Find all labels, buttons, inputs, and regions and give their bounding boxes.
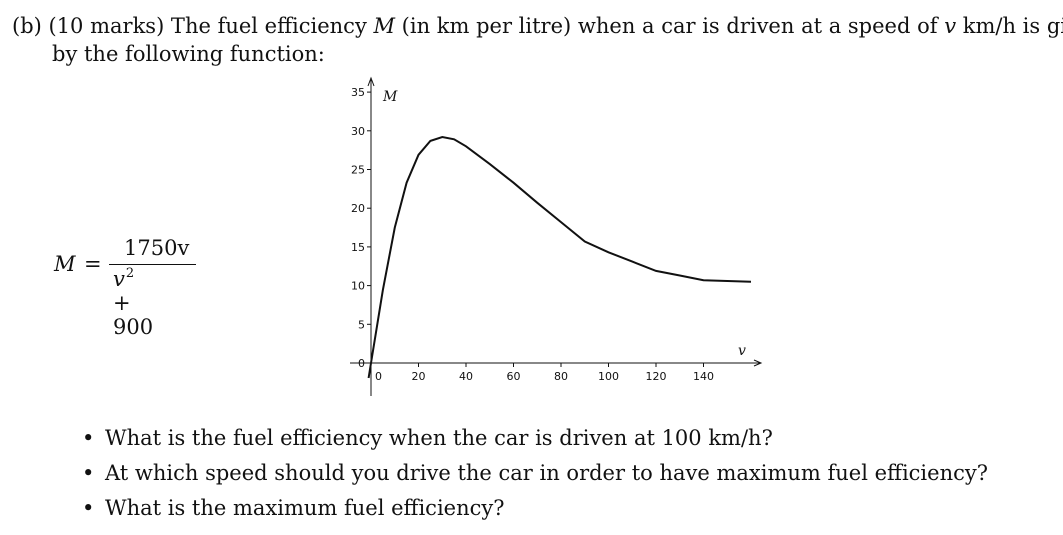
graph-axes [350,76,763,396]
x-tick-label: 140 [693,370,714,383]
formula-denominator: v2 + 900 [113,266,153,339]
y-tick-label: 5 [358,318,365,331]
x-tick-label: 120 [646,370,667,383]
y-tick-label: 10 [351,280,365,293]
problem-intro-line-2: by the following function: [52,42,325,66]
y-tick-label: 15 [351,241,365,254]
question-item: What is the fuel efficiency when the car… [82,422,988,457]
y-tick-label: 30 [351,125,365,138]
x-tick-label: 40 [459,370,473,383]
intro-var-m: M [373,14,395,38]
denominator-var: v [113,267,125,291]
intro-text: (in km per litre) when a car is driven a… [395,14,945,38]
x-axis-arrow [753,359,763,367]
x-tick-label: 0 [375,370,382,383]
intro-text: km/h is given [962,14,1063,38]
x-tick-label: 80 [554,370,568,383]
y-axis-label: M [382,89,398,105]
y-tick-label: 25 [351,164,365,177]
y-axis-arrow [367,76,375,87]
x-tick-label: 60 [507,370,521,383]
denominator-rest: + 900 [113,291,154,339]
graph-ticks: 0 20 40 60 80 100 120 140 0 5 10 15 20 25 30 35 [351,86,714,383]
y-tick-label: 35 [351,86,365,99]
denominator-exponent: 2 [125,266,135,281]
x-tick-label: 100 [598,370,619,383]
x-axis-label: v [738,343,746,359]
fraction-bar [109,264,196,265]
question-item: What is the maximum fuel efficiency? [82,492,988,527]
x-tick-label: 20 [412,370,426,383]
numerator-text: 1750v [124,236,190,260]
y-tick-label: 0 [358,357,365,370]
problem-intro-line-1: (b) (10 marks) The fuel efficiency M (in… [12,14,1063,38]
y-tick-label: 20 [351,202,365,215]
question-item: At which speed should you drive the car … [82,457,988,492]
intro-text: (b) (10 marks) The fuel efficiency [12,14,374,38]
efficiency-curve [367,135,752,379]
formula-equals: = [84,252,102,276]
formula-numerator: 1750v [124,236,189,260]
question-list: What is the fuel efficiency when the car… [82,422,988,527]
intro-var-v: v [944,14,957,38]
formula-lhs: M [54,252,76,276]
